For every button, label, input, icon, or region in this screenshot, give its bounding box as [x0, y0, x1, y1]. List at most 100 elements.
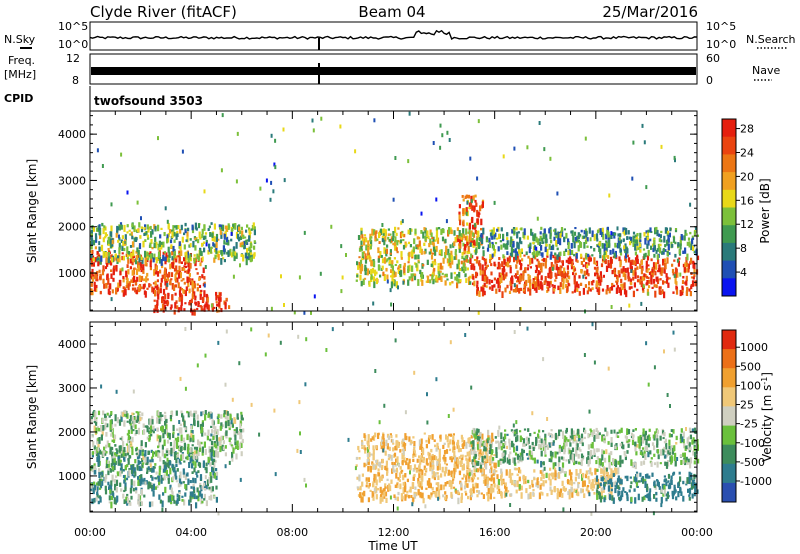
echo-cell — [473, 239, 476, 246]
echo-cell — [474, 454, 477, 457]
date-title: 25/Mar/2016 — [602, 3, 698, 21]
echo-cell — [381, 265, 384, 270]
echo-cell — [367, 251, 370, 258]
echo-cell — [182, 437, 186, 440]
echo-cell — [194, 245, 197, 251]
echo-cell — [152, 466, 155, 473]
echo-cell — [570, 243, 573, 249]
echo-cell — [435, 487, 438, 492]
echo-cell — [250, 228, 253, 231]
echo-cell — [607, 441, 610, 445]
echo-cell — [476, 443, 480, 450]
echo-cell — [164, 420, 167, 426]
echo-cell — [212, 242, 215, 247]
echo-cell — [119, 445, 122, 452]
echo-cell — [225, 430, 228, 436]
echo-cell — [646, 231, 649, 236]
echo-cell — [570, 261, 573, 267]
echo-cell — [141, 458, 144, 462]
echo-cell — [115, 448, 118, 451]
echo-cell — [452, 434, 455, 441]
echo-cell — [653, 239, 656, 247]
echo-cell — [584, 473, 588, 479]
echo-cell — [498, 275, 501, 278]
echo-cell — [662, 258, 665, 266]
echo-cell — [685, 233, 688, 236]
echo-cell — [99, 290, 102, 295]
echo-cell — [565, 437, 568, 442]
echo-cell — [105, 282, 108, 289]
echo-cell — [430, 492, 433, 496]
echo-cell — [450, 458, 453, 463]
echo-cell — [122, 469, 125, 472]
echo-cell — [606, 472, 609, 478]
echo-cell — [527, 273, 530, 277]
echo-cell — [175, 464, 178, 467]
colorbar-swatch — [722, 242, 736, 262]
echo-cell — [647, 268, 650, 271]
echo-cell — [484, 479, 487, 486]
echo-cell — [176, 428, 179, 431]
echo-cell — [457, 461, 460, 465]
echo-cell — [538, 121, 541, 125]
echo-cell — [444, 252, 447, 259]
echo-cell — [198, 277, 201, 281]
echo-cell — [680, 428, 683, 433]
echo-cell — [387, 454, 390, 458]
echo-cell — [151, 476, 154, 481]
echo-cell — [451, 281, 454, 284]
echo-cell — [693, 460, 696, 465]
echo-cell — [108, 443, 111, 448]
echo-cell — [137, 493, 140, 500]
echo-cell — [156, 427, 159, 432]
echo-cell — [636, 258, 639, 264]
echo-cell — [649, 450, 652, 455]
echo-cell — [539, 231, 542, 235]
echo-cell — [544, 258, 548, 263]
echo-cell — [493, 252, 496, 257]
echo-cell — [162, 460, 165, 465]
echo-cell — [484, 447, 487, 452]
echo-cell — [102, 425, 105, 431]
echo-cell — [417, 477, 420, 484]
echo-cell — [550, 245, 553, 251]
echo-cell — [558, 429, 561, 437]
echo-cell — [502, 277, 505, 281]
echo-cell — [131, 235, 134, 240]
echo-cell — [495, 452, 498, 458]
echo-cell — [414, 262, 417, 265]
echo-cell — [392, 442, 395, 445]
echo-cell — [432, 492, 435, 495]
echo-cell — [98, 226, 101, 231]
echo-cell — [283, 178, 286, 183]
echo-cell — [420, 455, 423, 460]
echo-cell — [374, 231, 377, 239]
echo-cell — [528, 246, 531, 254]
echo-cell — [193, 487, 196, 494]
echo-cell — [242, 254, 245, 262]
echo-cell — [374, 269, 377, 277]
echo-cell — [442, 444, 445, 449]
echo-cell — [395, 469, 399, 473]
echo-cell — [497, 432, 500, 438]
echo-cell — [108, 501, 111, 504]
echo-cell — [356, 274, 359, 278]
echo-cell — [690, 276, 694, 279]
echo-cell — [215, 468, 218, 472]
echo-cell — [527, 437, 530, 444]
echo-cell — [163, 299, 166, 305]
echo-cell — [533, 245, 537, 251]
echo-cell — [393, 452, 397, 457]
echo-cell — [140, 440, 143, 446]
echo-cell — [132, 423, 135, 428]
echo-cell — [215, 247, 218, 254]
echo-cell — [165, 424, 168, 430]
echo-cell — [401, 453, 404, 460]
echo-cell — [239, 263, 241, 268]
echo-cell — [160, 259, 163, 266]
echo-cell — [178, 254, 181, 262]
echo-cell — [482, 269, 485, 276]
echo-cell — [469, 242, 472, 247]
echo-cell — [623, 282, 626, 289]
echo-cell — [435, 197, 438, 202]
